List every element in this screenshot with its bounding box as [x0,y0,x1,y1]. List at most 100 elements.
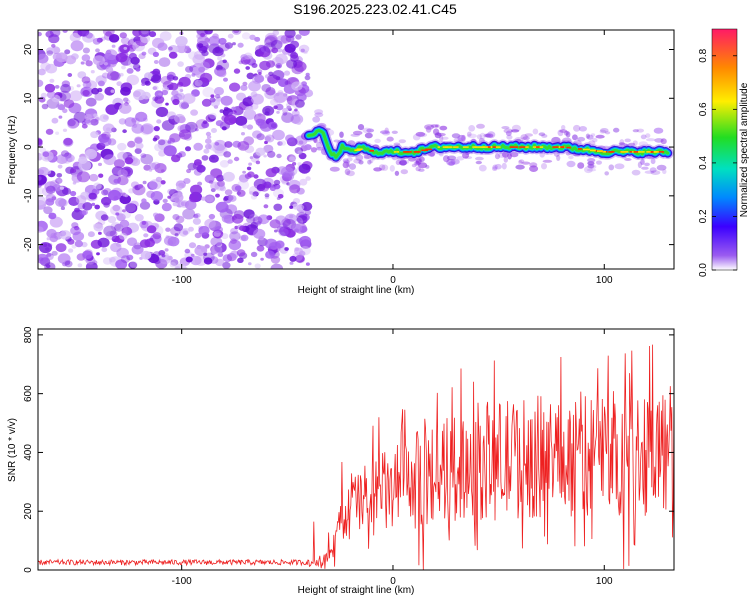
haze-blob [586,168,597,172]
noise-blob [295,34,302,40]
noise-blob [143,233,149,238]
noise-blob [277,141,283,146]
noise-blob [215,193,220,198]
noise-blob [152,137,158,142]
noise-blob [168,51,178,59]
noise-blob [55,131,60,135]
noise-blob [98,231,102,235]
noise-blob [154,90,164,98]
haze-blob [501,162,507,170]
haze-blob [632,129,639,133]
noise-blob [55,197,67,207]
haze-blob [418,162,428,169]
noise-blob [108,256,116,263]
noise-blob [140,30,149,35]
haze-blob [478,164,487,172]
noise-blob [152,85,159,91]
noise-blob [139,239,151,248]
noise-blob [170,259,179,266]
noise-blob [257,214,270,225]
haze-blob [439,125,448,131]
noise-blob [301,201,313,211]
haze-blob [415,157,422,163]
noise-blob [161,202,172,212]
noise-blob [46,47,55,55]
haze-blob [587,158,596,163]
haze-blob [521,161,531,165]
noise-blob [185,66,194,73]
haze-blob [479,132,486,140]
noise-blob [270,263,284,269]
spectrogram-y-tick-label: 10 [23,92,34,104]
noise-blob [38,253,49,264]
spectrogram-x-tick-label: 0 [390,275,396,286]
noise-blob [141,91,151,100]
noise-blob [101,196,112,206]
noise-blob [38,31,42,37]
noise-blob [105,104,119,115]
noise-blob [186,168,192,174]
noise-blob [296,204,305,211]
noise-blob [80,61,85,65]
noise-blob [217,252,224,257]
noise-blob [85,32,93,39]
noise-blob [194,79,203,87]
haze-blob [342,158,349,163]
noise-blob [298,44,310,54]
noise-blob [126,254,134,261]
noise-blob [282,108,289,113]
noise-blob [124,194,129,198]
noise-blob [233,156,240,162]
noise-blob [100,214,109,221]
noise-blob [104,49,118,61]
noise-blob [274,229,278,233]
noise-blob [81,123,88,129]
haze-blob [645,133,651,138]
noise-blob [155,106,169,118]
noise-blob [237,189,246,197]
noise-blob [38,138,43,145]
haze-blob [587,164,595,169]
noise-blob [70,190,77,197]
noise-blob [172,202,178,207]
haze-blob [424,124,435,130]
noise-blob [90,118,99,126]
noise-blob [229,231,241,241]
noise-blob [116,81,122,87]
noise-blob [232,42,236,46]
noise-blob [269,219,281,229]
spectrogram-y-label: Frequency (Hz) [7,116,18,185]
noise-blob [48,212,57,220]
haze-blob [624,138,631,143]
noise-blob [204,218,216,229]
noise-blob [123,46,128,50]
haze-blob [595,134,605,139]
haze-blob [483,133,491,138]
noise-blob [65,154,75,163]
noise-blob [158,250,166,256]
noise-blob [297,150,303,155]
noise-blob [110,222,122,231]
noise-blob [200,32,206,38]
noise-blob [239,225,246,232]
noise-blob [92,55,106,66]
noise-blob [45,185,56,194]
noise-blob [276,110,280,114]
noise-blob [296,217,302,222]
noise-blob [140,250,152,260]
noise-blob [289,214,294,219]
noise-blob [177,81,184,87]
noise-blob [193,159,202,166]
noise-blob [139,220,149,229]
haze-blob [510,129,520,133]
haze-blob [503,156,508,163]
noise-blob [176,185,183,191]
noise-blob [63,137,73,146]
noise-blob [45,264,51,268]
noise-blob [240,54,248,61]
noise-blob [248,162,253,166]
noise-blob [125,203,138,214]
noise-blob [281,171,295,182]
noise-blob [69,90,83,102]
